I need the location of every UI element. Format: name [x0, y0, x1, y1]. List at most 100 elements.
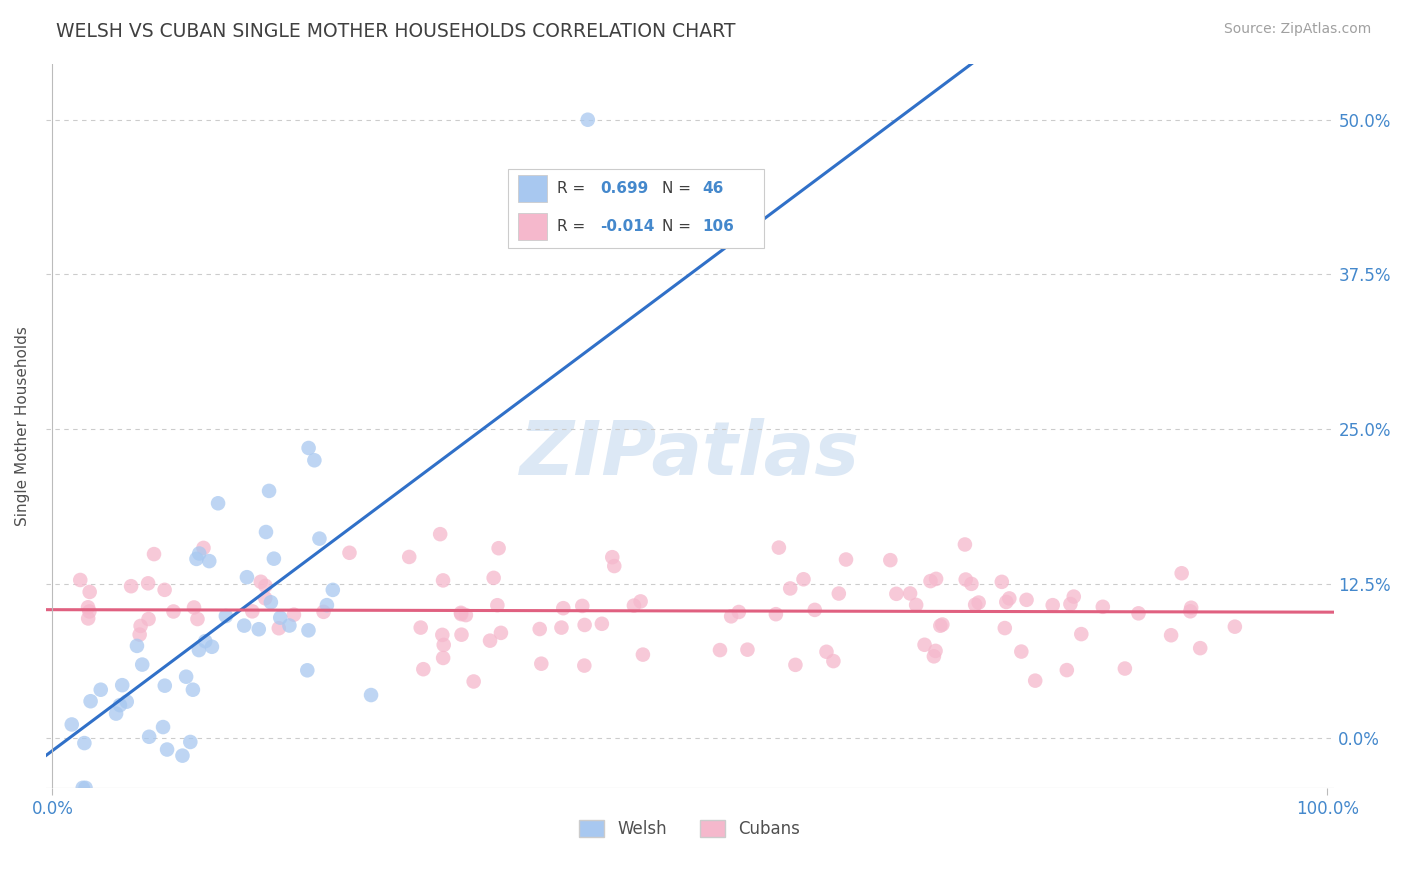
Point: [207, 496, 229, 510]
Point: [236, 570, 259, 584]
Point: [308, 532, 330, 546]
Point: [240, 604, 263, 618]
Point: [960, 577, 983, 591]
Point: [201, 640, 224, 654]
Point: [250, 574, 273, 589]
Point: [914, 638, 936, 652]
Point: [316, 598, 339, 612]
Point: [1114, 661, 1136, 675]
Point: [153, 679, 176, 693]
Point: [727, 605, 749, 619]
Text: ZIPatlas: ZIPatlas: [520, 418, 859, 491]
Point: [297, 663, 319, 677]
Point: [1056, 663, 1078, 677]
Point: [898, 586, 921, 600]
Point: [828, 586, 851, 600]
Point: [156, 742, 179, 756]
Point: [488, 541, 510, 556]
Point: [129, 619, 152, 633]
Point: [143, 547, 166, 561]
Point: [931, 617, 953, 632]
Point: [398, 549, 420, 564]
Point: [215, 609, 238, 624]
Point: [574, 618, 596, 632]
Point: [576, 112, 599, 127]
Point: [995, 595, 1018, 609]
Point: [924, 644, 946, 658]
Point: [75, 780, 97, 795]
Point: [623, 599, 645, 613]
Point: [765, 607, 787, 622]
Point: [267, 621, 290, 635]
Point: [603, 559, 626, 574]
Point: [922, 649, 945, 664]
Point: [247, 622, 270, 636]
Point: [955, 573, 977, 587]
Point: [994, 621, 1017, 635]
Point: [1063, 590, 1085, 604]
Point: [111, 678, 134, 692]
Point: [529, 622, 551, 636]
Point: [138, 612, 160, 626]
Point: [77, 611, 100, 625]
Point: [429, 527, 451, 541]
Point: [1170, 566, 1192, 581]
Point: [312, 605, 335, 619]
Point: [260, 595, 283, 609]
Point: [486, 598, 509, 612]
Text: 46: 46: [703, 181, 724, 196]
Text: 0.699: 0.699: [600, 181, 648, 196]
Point: [1015, 592, 1038, 607]
Point: [187, 643, 209, 657]
Point: [254, 579, 277, 593]
Text: WELSH VS CUBAN SINGLE MOTHER HOUSEHOLDS CORRELATION CHART: WELSH VS CUBAN SINGLE MOTHER HOUSEHOLDS …: [56, 22, 735, 41]
Point: [450, 628, 472, 642]
Point: [198, 554, 221, 568]
Point: [269, 610, 291, 624]
Text: -0.014: -0.014: [600, 219, 655, 234]
Point: [835, 552, 858, 566]
Point: [136, 576, 159, 591]
Point: [193, 541, 215, 555]
Point: [1059, 597, 1081, 611]
Point: [297, 624, 319, 638]
Point: [737, 642, 759, 657]
Point: [73, 736, 96, 750]
Point: [179, 735, 201, 749]
Point: [297, 441, 319, 455]
Point: [479, 633, 502, 648]
Point: [409, 621, 432, 635]
Point: [489, 625, 512, 640]
Point: [1160, 628, 1182, 642]
Point: [181, 682, 204, 697]
Point: [925, 572, 948, 586]
Point: [550, 621, 572, 635]
Point: [454, 608, 477, 623]
Point: [482, 571, 505, 585]
Point: [79, 585, 101, 599]
Point: [131, 657, 153, 672]
Point: [530, 657, 553, 671]
Point: [998, 591, 1021, 606]
Point: [304, 453, 326, 467]
Point: [172, 748, 194, 763]
Point: [283, 607, 305, 622]
Point: [138, 730, 160, 744]
Text: N =: N =: [662, 219, 696, 234]
Point: [571, 599, 593, 613]
Point: [920, 574, 942, 588]
Point: [188, 547, 211, 561]
Point: [463, 674, 485, 689]
Point: [1070, 627, 1092, 641]
Point: [1180, 604, 1202, 618]
Point: [600, 550, 623, 565]
Point: [233, 618, 256, 632]
Point: [174, 670, 197, 684]
Point: [153, 582, 176, 597]
Point: [69, 573, 91, 587]
Point: [60, 717, 83, 731]
Point: [1042, 598, 1064, 612]
Point: [194, 634, 217, 648]
Point: [785, 657, 807, 672]
Point: [803, 603, 825, 617]
